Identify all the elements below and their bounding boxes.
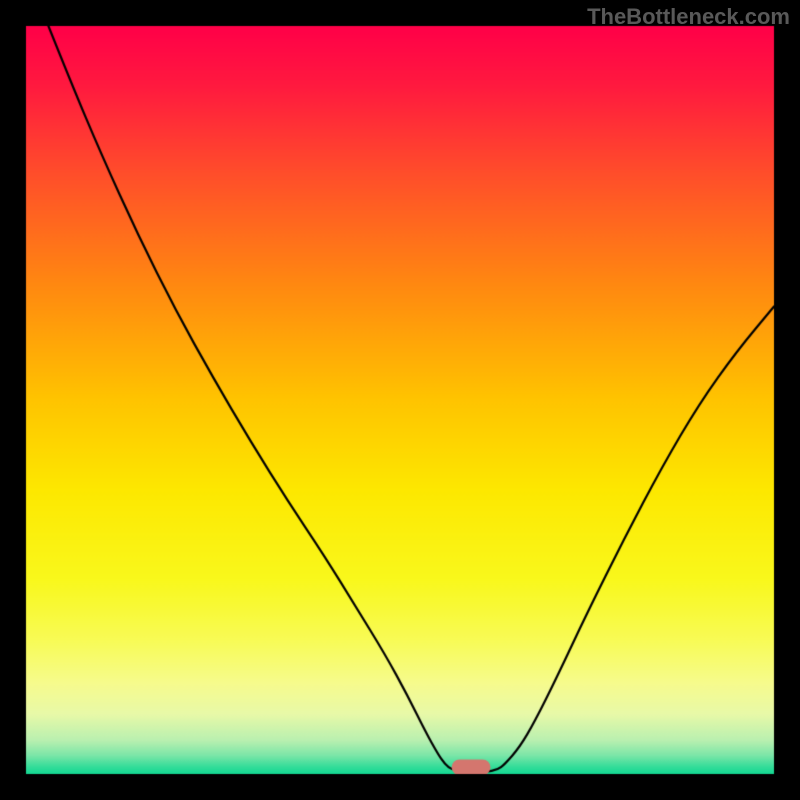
chart-canvas <box>0 0 800 800</box>
bottleneck-chart: TheBottleneck.com <box>0 0 800 800</box>
